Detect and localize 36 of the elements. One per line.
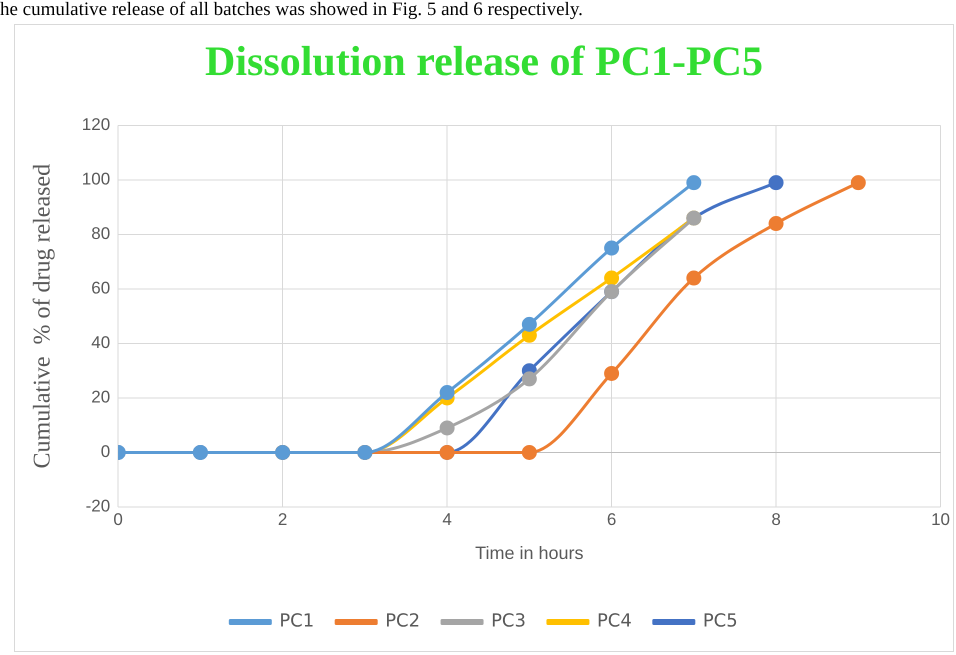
point xyxy=(522,371,537,386)
legend-label: PC5 xyxy=(702,610,738,632)
y-tick-label: 120 xyxy=(82,115,110,134)
y-tick-label: 20 xyxy=(91,388,110,407)
legend-label: PC3 xyxy=(491,610,526,632)
y-tick-label: 60 xyxy=(91,278,110,298)
y-tick-label: 100 xyxy=(82,170,110,189)
legend-label: PC2 xyxy=(385,610,420,632)
chart-title: Dissolution release of PC1-PC5 xyxy=(205,39,763,86)
legend-label: PC4 xyxy=(596,610,632,632)
y-tick-label: 0 xyxy=(100,442,110,462)
point xyxy=(522,444,537,460)
text: he cumulative release of all batches was showed in Fig. 5 and 6 respectively. xyxy=(0,0,584,22)
x-tick-label: 6 xyxy=(606,510,616,529)
point xyxy=(686,270,702,286)
x-tick-label: 0 xyxy=(113,510,123,529)
legend-label: PC1 xyxy=(279,610,314,632)
point xyxy=(440,385,455,400)
point xyxy=(768,216,784,232)
point xyxy=(604,240,620,256)
point xyxy=(440,420,455,436)
point xyxy=(604,366,620,381)
x-tick-label: 2 xyxy=(278,510,288,529)
x-tick-label: 4 xyxy=(442,510,452,529)
point xyxy=(522,316,537,332)
y-tick-label: -20 xyxy=(86,496,110,516)
x-tick-label: 8 xyxy=(771,510,781,529)
y-axis-title: Cumulative % of drug released xyxy=(30,164,56,468)
point xyxy=(686,175,702,190)
point xyxy=(768,175,784,190)
point xyxy=(604,270,620,286)
y-tick-label: 40 xyxy=(91,333,110,352)
point xyxy=(850,175,866,190)
x-tick-label: 10 xyxy=(931,510,950,529)
x-axis-title: Time in hours xyxy=(475,543,584,564)
y-tick-label: 80 xyxy=(91,224,110,244)
